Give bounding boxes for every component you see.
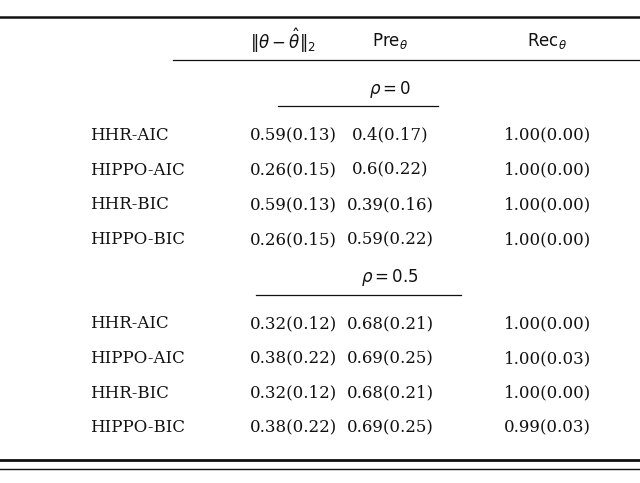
Text: HIPPO-BIC: HIPPO-BIC bbox=[90, 231, 184, 248]
Text: 0.26(0.15): 0.26(0.15) bbox=[250, 161, 337, 179]
Text: 0.6(0.22): 0.6(0.22) bbox=[352, 161, 429, 179]
Text: $\|\theta - \hat{\theta}\|_2$: $\|\theta - \hat{\theta}\|_2$ bbox=[250, 27, 316, 56]
Text: $\rho = 0.5$: $\rho = 0.5$ bbox=[362, 267, 419, 288]
Text: 0.4(0.17): 0.4(0.17) bbox=[352, 127, 429, 144]
Text: $\mathrm{Rec}_{\theta}$: $\mathrm{Rec}_{\theta}$ bbox=[527, 31, 567, 51]
Text: $\mathrm{Pre}_{\theta}$: $\mathrm{Pre}_{\theta}$ bbox=[372, 31, 408, 51]
Text: 0.68(0.21): 0.68(0.21) bbox=[347, 384, 434, 402]
Text: 0.32(0.12): 0.32(0.12) bbox=[250, 384, 337, 402]
Text: 1.00(0.00): 1.00(0.00) bbox=[504, 127, 591, 144]
Text: 1.00(0.00): 1.00(0.00) bbox=[504, 196, 591, 213]
Text: 0.26(0.15): 0.26(0.15) bbox=[250, 231, 337, 248]
Text: 0.59(0.22): 0.59(0.22) bbox=[347, 231, 434, 248]
Text: 1.00(0.03): 1.00(0.03) bbox=[504, 350, 591, 367]
Text: 1.00(0.00): 1.00(0.00) bbox=[504, 384, 591, 402]
Text: 0.69(0.25): 0.69(0.25) bbox=[347, 419, 434, 437]
Text: 0.59(0.13): 0.59(0.13) bbox=[250, 196, 337, 213]
Text: 0.69(0.25): 0.69(0.25) bbox=[347, 350, 434, 367]
Text: 0.32(0.12): 0.32(0.12) bbox=[250, 315, 337, 332]
Text: 1.00(0.00): 1.00(0.00) bbox=[504, 231, 591, 248]
Text: 0.68(0.21): 0.68(0.21) bbox=[347, 315, 434, 332]
Text: 0.59(0.13): 0.59(0.13) bbox=[250, 127, 337, 144]
Text: HIPPO-BIC: HIPPO-BIC bbox=[90, 419, 184, 437]
Text: 0.38(0.22): 0.38(0.22) bbox=[250, 419, 337, 437]
Text: HIPPO-AIC: HIPPO-AIC bbox=[90, 350, 184, 367]
Text: 0.99(0.03): 0.99(0.03) bbox=[504, 419, 591, 437]
Text: 1.00(0.00): 1.00(0.00) bbox=[504, 315, 591, 332]
Text: $\rho = 0$: $\rho = 0$ bbox=[369, 79, 412, 100]
Text: HHR-AIC: HHR-AIC bbox=[90, 127, 168, 144]
Text: HIPPO-AIC: HIPPO-AIC bbox=[90, 161, 184, 179]
Text: 0.38(0.22): 0.38(0.22) bbox=[250, 350, 337, 367]
Text: 0.39(0.16): 0.39(0.16) bbox=[347, 196, 434, 213]
Text: HHR-AIC: HHR-AIC bbox=[90, 315, 168, 332]
Text: HHR-BIC: HHR-BIC bbox=[90, 384, 168, 402]
Text: 1.00(0.00): 1.00(0.00) bbox=[504, 161, 591, 179]
Text: HHR-BIC: HHR-BIC bbox=[90, 196, 168, 213]
